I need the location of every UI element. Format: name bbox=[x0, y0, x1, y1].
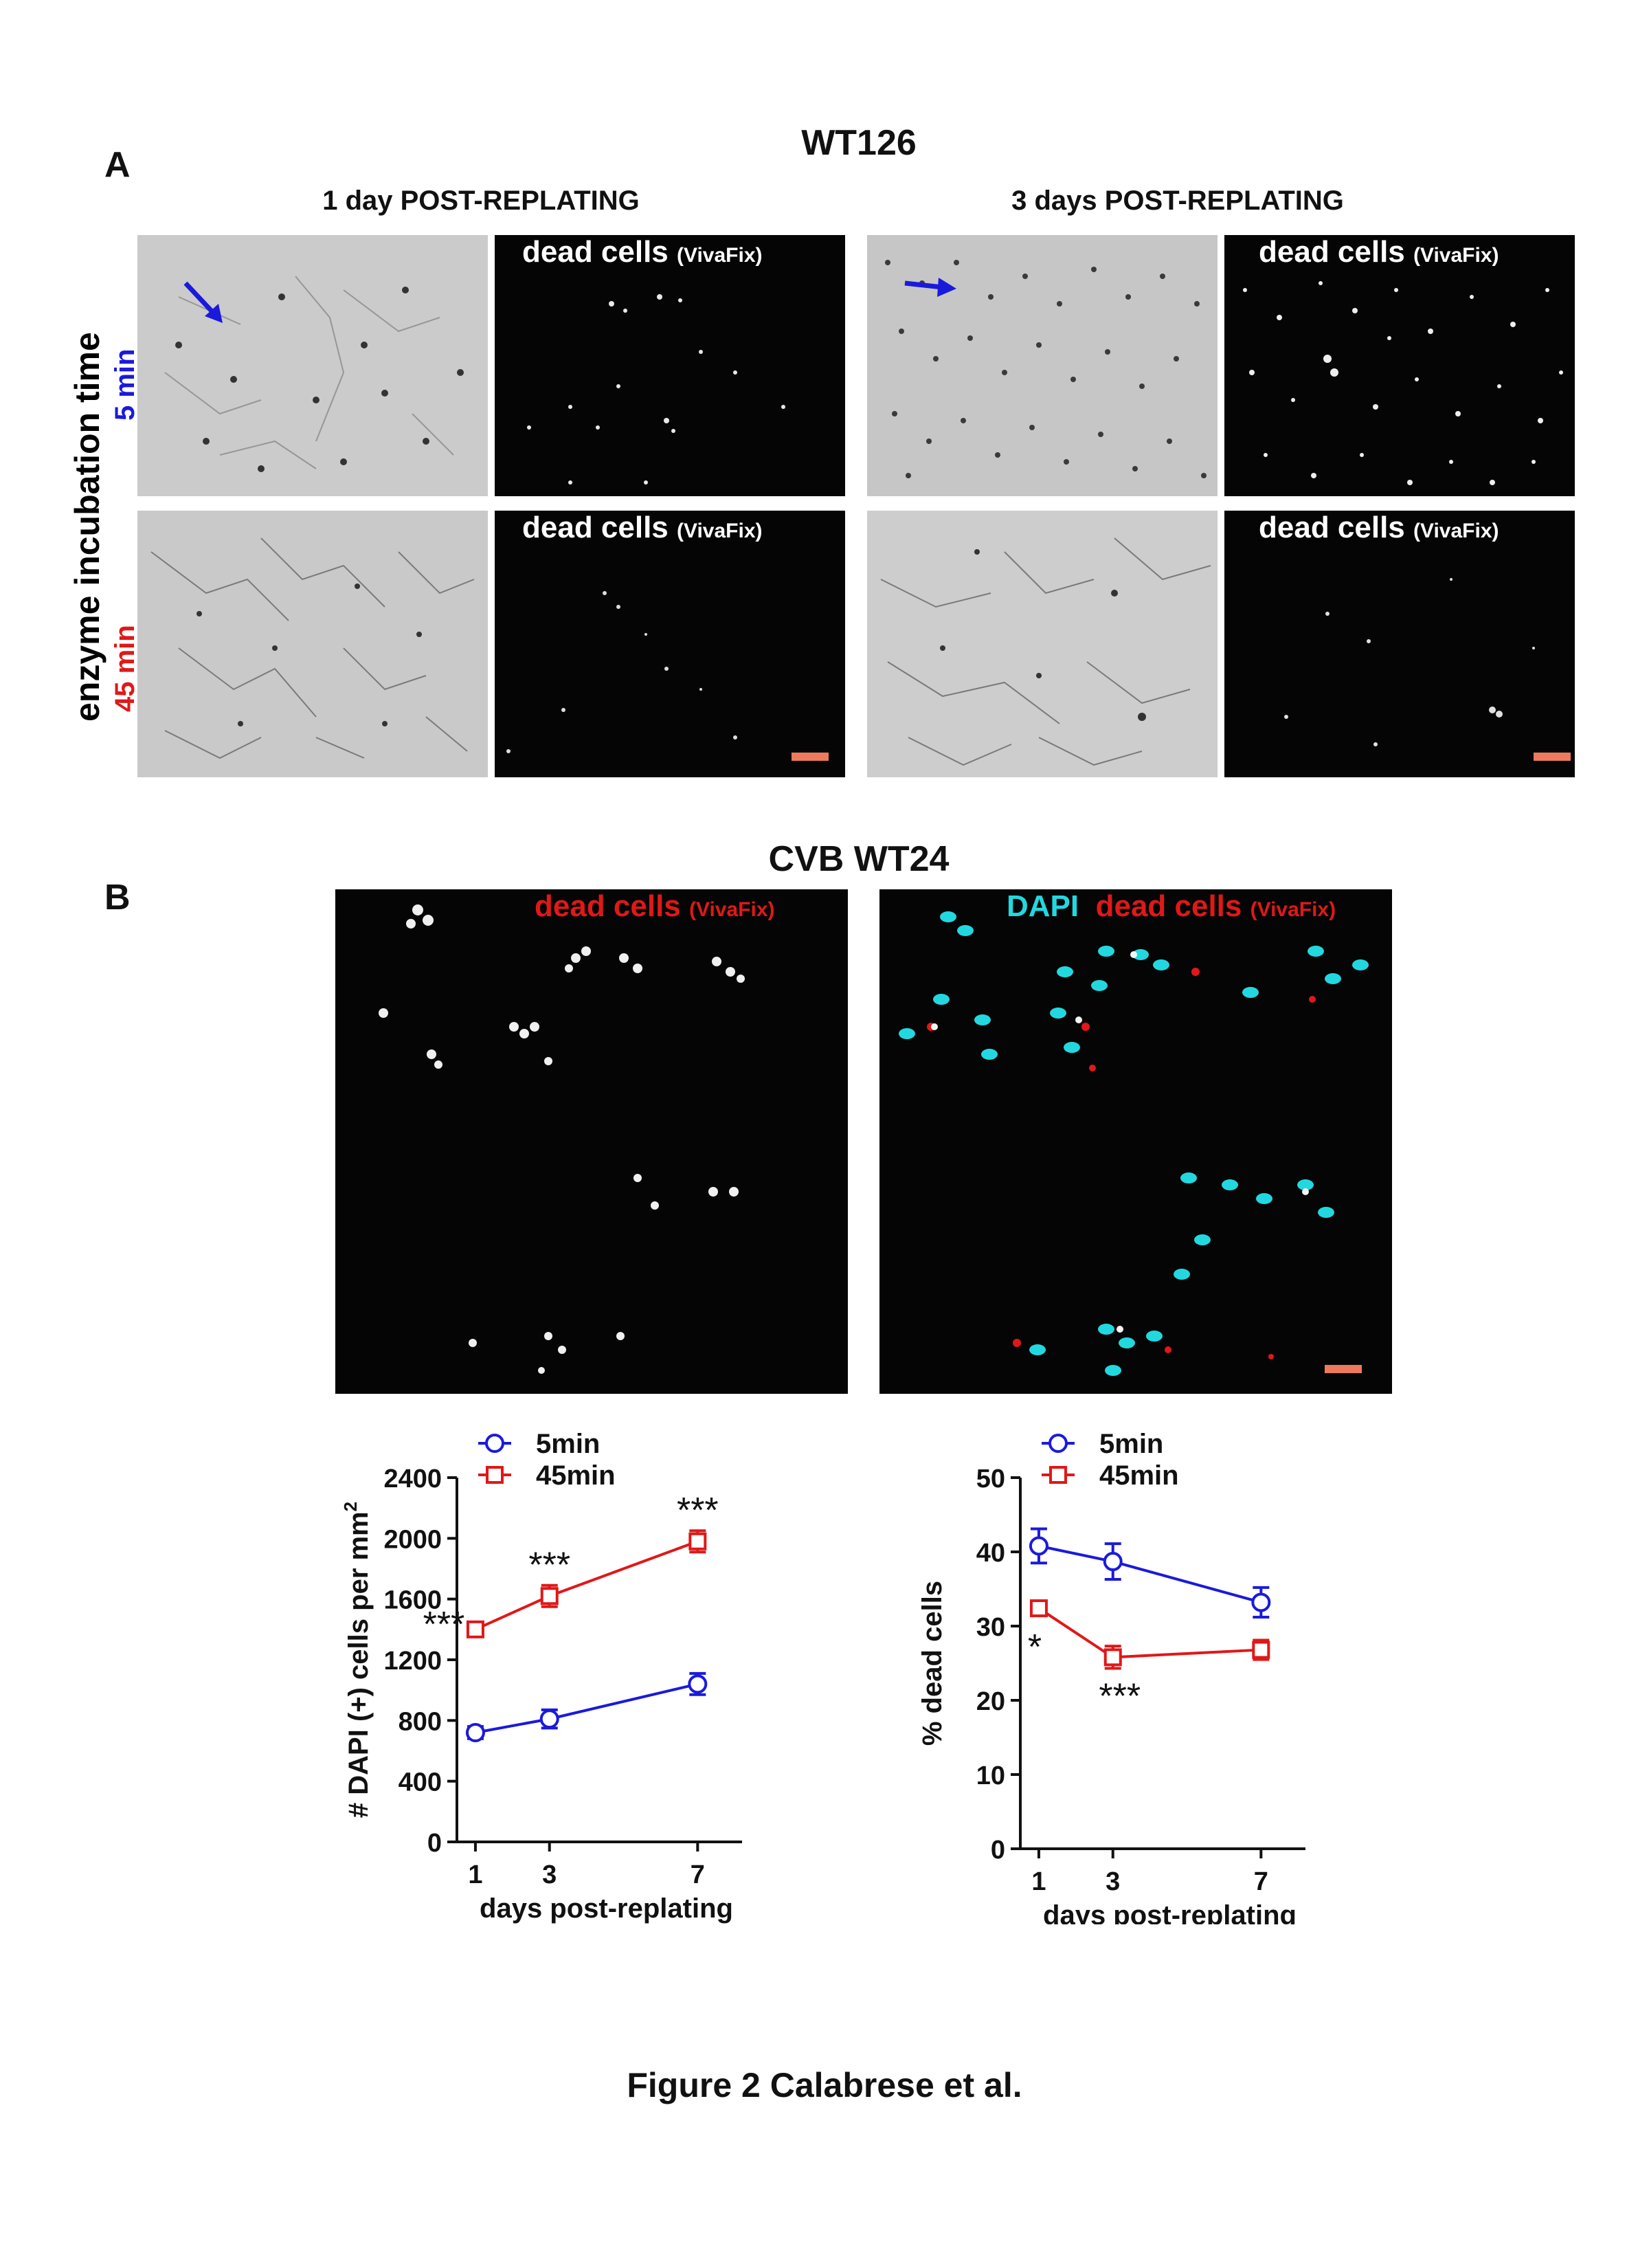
y-axis-label: # DAPI (+) cells per mm2 bbox=[340, 1502, 374, 1818]
data-point-45min bbox=[688, 1532, 707, 1550]
legend-marker bbox=[1049, 1466, 1067, 1484]
legend-label: 45min bbox=[536, 1460, 616, 1491]
y-tick-label: 20 bbox=[976, 1687, 1005, 1716]
dapi-overlay-spots bbox=[899, 911, 1369, 1376]
series-line-45min bbox=[1037, 1607, 1261, 1659]
dead-percent-chart: 0 10 20 30 40 50 1 3 7 days post-replating % dead … bbox=[917, 1429, 1305, 1924]
significance-marker: *** bbox=[1099, 1676, 1141, 1716]
data-point-5min bbox=[688, 1674, 708, 1694]
y-axis-label-superscript: 2 bbox=[340, 1502, 361, 1511]
col-head-1day: 1 day POST-REPLATING bbox=[322, 186, 640, 216]
y-tick-label: 0 bbox=[427, 1829, 442, 1858]
row-label-45min: 45 min bbox=[110, 625, 140, 712]
panel-b-title: CVB WT24 bbox=[768, 839, 950, 879]
vivafix-cvb-image: dead cells (VivaFix) bbox=[335, 889, 848, 1394]
significance-marker: *** bbox=[423, 1605, 465, 1645]
y-tick-label: 400 bbox=[399, 1768, 442, 1797]
figure-caption: Figure 2 Calabrese et al. bbox=[627, 2066, 1022, 2104]
dead-cell-spots-2 bbox=[1243, 281, 1563, 485]
dead-cell-spots-4 bbox=[1284, 578, 1535, 746]
panel-a-letter: A bbox=[104, 145, 131, 185]
dead-cell-spots-1 bbox=[527, 294, 785, 485]
data-point-45min bbox=[1029, 1599, 1048, 1618]
data-point-45min bbox=[540, 1587, 559, 1605]
data-point-45min bbox=[1252, 1641, 1270, 1659]
legend-label: 5min bbox=[536, 1429, 600, 1459]
brightfield-1day-45min bbox=[137, 511, 488, 777]
dead-cells-label-a1: dead cells (VivaFix) bbox=[522, 235, 763, 269]
x-tick-label: 7 bbox=[691, 1860, 705, 1889]
data-point-5min bbox=[1251, 1592, 1271, 1612]
y-tick-label: 2400 bbox=[383, 1465, 442, 1493]
data-point-5min bbox=[1029, 1536, 1048, 1556]
y-tick-label: 10 bbox=[976, 1761, 1005, 1790]
significance-marker: *** bbox=[528, 1545, 570, 1585]
col-head-3days: 3 days POST-REPLATING bbox=[1011, 186, 1344, 216]
scale-bar bbox=[1325, 1365, 1362, 1373]
brightfield-3days-45min bbox=[867, 511, 1218, 777]
vivafix-3days-5min: dead cells (VivaFix) bbox=[1224, 235, 1575, 496]
significance-marker: *** bbox=[677, 1491, 719, 1531]
series-line-45min bbox=[475, 1539, 699, 1631]
dapi-vivafix-cvb-image: DAPI dead cells (VivaFix) bbox=[879, 889, 1392, 1394]
brightfield-cells-2 bbox=[867, 235, 1218, 496]
x-axis-label: days post-replating bbox=[1043, 1900, 1297, 1924]
brightfield-cells-1 bbox=[137, 235, 488, 496]
row-label-5min: 5 min bbox=[110, 348, 140, 421]
vivafix-1day-45min: dead cells (VivaFix) bbox=[495, 511, 845, 777]
enzyme-incubation-axis-label: enzyme incubation time bbox=[68, 332, 106, 722]
y-tick-label: 1600 bbox=[383, 1586, 442, 1615]
y-tick-label: 40 bbox=[976, 1539, 1005, 1568]
data-point-5min bbox=[465, 1723, 485, 1742]
arrow-icon bbox=[183, 281, 223, 323]
x-tick-label: 7 bbox=[1254, 1867, 1268, 1896]
data-point-5min bbox=[539, 1709, 559, 1729]
data-point-45min bbox=[466, 1620, 484, 1638]
y-tick-label: 0 bbox=[991, 1836, 1005, 1865]
brightfield-3days-5min bbox=[867, 235, 1218, 496]
scale-bar bbox=[792, 753, 829, 761]
legend-marker bbox=[485, 1434, 504, 1453]
y-tick-label: 30 bbox=[976, 1613, 1005, 1642]
legend-marker bbox=[1048, 1434, 1068, 1453]
vivafix-spots bbox=[379, 904, 745, 1374]
scale-bar bbox=[1534, 753, 1571, 761]
data-point-5min bbox=[1103, 1552, 1123, 1572]
vivafix-1day-5min: dead cells (VivaFix) bbox=[495, 235, 845, 496]
dead-cells-label-a2: dead cells (VivaFix) bbox=[1259, 235, 1499, 269]
significance-marker: * bbox=[1028, 1627, 1042, 1667]
legend-label: 5min bbox=[1099, 1429, 1163, 1459]
y-tick-label: 800 bbox=[399, 1707, 442, 1736]
data-point-45min bbox=[1103, 1648, 1122, 1667]
series-line-5min bbox=[475, 1682, 698, 1734]
series-line-5min bbox=[1038, 1544, 1261, 1604]
dapi-dead-label: DAPI dead cells (VivaFix) bbox=[1007, 889, 1336, 923]
x-tick-label: 3 bbox=[542, 1860, 557, 1889]
arrow-icon bbox=[904, 278, 956, 297]
x-tick-label: 1 bbox=[1031, 1867, 1046, 1896]
brightfield-cells-4 bbox=[867, 511, 1218, 777]
panel-a-title: WT126 bbox=[801, 123, 917, 163]
dead-cells-label-a4: dead cells (VivaFix) bbox=[1259, 511, 1499, 544]
dead-cell-spots-3 bbox=[506, 591, 737, 753]
brightfield-cells-3 bbox=[137, 511, 488, 777]
x-tick-label: 1 bbox=[468, 1860, 482, 1889]
panel-b-letter: B bbox=[104, 878, 131, 918]
dead-cells-label-a3: dead cells (VivaFix) bbox=[522, 511, 763, 544]
x-tick-label: 3 bbox=[1106, 1867, 1120, 1896]
x-axis-label: days post-replating bbox=[480, 1893, 733, 1924]
dapi-count-chart: 0 400 800 1200 1600 2000 2400 1 3 7 days post-repl… bbox=[340, 1429, 742, 1924]
brightfield-1day-5min bbox=[137, 235, 488, 496]
y-axis-label: % dead cells bbox=[917, 1581, 947, 1746]
legend-label: 45min bbox=[1099, 1460, 1179, 1491]
y-tick-label: 50 bbox=[976, 1465, 1005, 1493]
dead-cells-label-b1: dead cells (VivaFix) bbox=[535, 889, 775, 923]
vivafix-3days-45min: dead cells (VivaFix) bbox=[1224, 511, 1575, 777]
legend-marker bbox=[486, 1466, 504, 1484]
y-tick-label: 1200 bbox=[383, 1647, 442, 1676]
y-tick-label: 2000 bbox=[383, 1525, 442, 1554]
